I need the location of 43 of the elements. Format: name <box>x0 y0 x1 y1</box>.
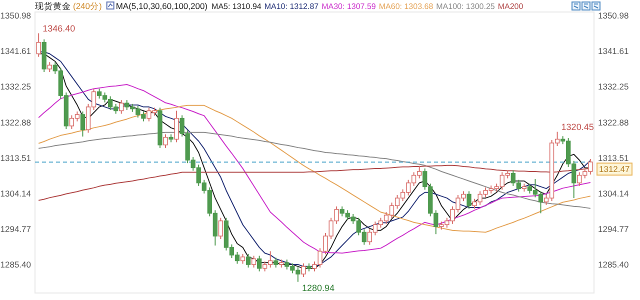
y-tick-label: 1313.51 <box>0 152 32 163</box>
candlestick <box>240 253 246 264</box>
y2-tick-label: 1322.88 <box>598 117 629 128</box>
y2-tick-label: 1350.98 <box>598 10 629 21</box>
candlestick <box>274 257 278 268</box>
candlestick <box>80 110 86 138</box>
y2-tick-label: 1332.25 <box>598 82 629 92</box>
annotation: 1346.40 <box>42 23 76 34</box>
y2-tick-label: 1294.77 <box>598 224 629 234</box>
y-tick-label: 1294.77 <box>0 224 32 234</box>
chart-title: 现货黄金 <box>35 1 71 11</box>
y2-tick-label: 1285.40 <box>598 260 629 270</box>
legend-title: MA(5,10,30,60,100,200) <box>116 1 208 11</box>
y2-tick-label: 1304.14 <box>598 188 629 198</box>
y-tick-label: 1332.25 <box>0 82 32 92</box>
candlestick <box>119 100 124 114</box>
y-tick-label: 1350.98 <box>0 10 32 21</box>
y-tick-label: 1304.14 <box>0 188 32 198</box>
candlestick <box>301 262 306 278</box>
text: MA5: 1310.94 <box>212 2 262 11</box>
candlestick <box>36 32 41 58</box>
y-tick-label: 1322.88 <box>0 117 32 128</box>
text: MA60: 1303.68 <box>378 2 434 11</box>
text: MA200 <box>498 2 524 11</box>
text: MA100: 1300.25 <box>436 2 496 11</box>
y2-tick-label: 1313.51 <box>598 152 629 163</box>
ref-line-label: 1312.47 <box>599 164 630 174</box>
text: MA30: 1307.59 <box>322 2 376 11</box>
y2-tick-label: 1341.61 <box>598 46 629 56</box>
y-tick-label: 1285.40 <box>0 260 32 270</box>
annotation: 1280.94 <box>302 282 334 293</box>
candlestick <box>174 110 179 143</box>
candlestick <box>218 217 224 240</box>
candlestick <box>246 253 251 268</box>
chart-subtitle: (240分) <box>73 1 102 11</box>
annotation: 1320.45 <box>561 122 594 132</box>
y-tick-label: 1341.61 <box>0 46 32 56</box>
candlestick <box>163 134 168 148</box>
text: MA10: 1312.87 <box>264 2 320 11</box>
candlestick <box>47 62 52 72</box>
candlestick <box>256 255 262 272</box>
candlestick <box>251 255 256 268</box>
candlestick <box>466 190 472 210</box>
